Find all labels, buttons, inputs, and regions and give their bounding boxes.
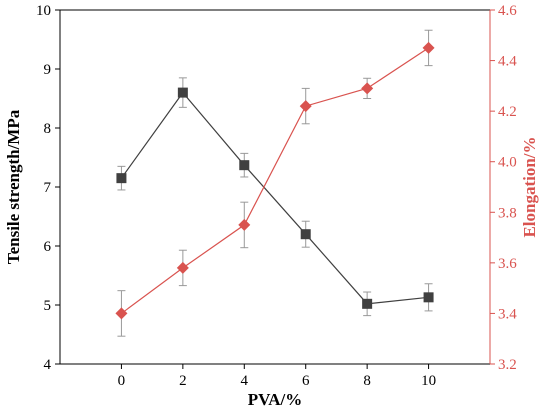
data-point [239,160,250,171]
left-y-axis: 4 5 6 7 8 9 10 [36,3,60,373]
data-point [176,261,189,274]
right-y-axis: 3.2 3.4 3.6 3.8 4.0 4.2 4.4 4.6 [490,3,517,373]
data-point [115,307,128,320]
x-axis-title: PVA/% [248,390,302,409]
left-y-tick-label: 5 [44,298,52,314]
right-y-tick-label: 3.8 [498,205,517,221]
left-y-tick-label: 8 [44,121,52,137]
right-y-tick-label: 4.2 [498,104,517,120]
left-y-axis-title: Tensile strength/MPa [4,109,23,264]
left-y-tick-label: 9 [44,62,52,78]
right-y-tick-label: 4.4 [498,54,517,70]
data-point [422,41,435,54]
series-1 [116,77,434,317]
data-point [238,218,251,231]
data-point [177,87,188,98]
data-point [361,82,374,95]
x-tick-label: 4 [241,373,249,389]
data-point [116,173,127,184]
right-y-tick-label: 4.6 [498,3,517,19]
left-y-tick-label: 4 [44,357,52,373]
left-y-tick-label: 10 [36,3,51,19]
data-point [299,100,312,113]
data-point [423,292,434,303]
series-layer [115,29,435,337]
left-y-tick-label: 6 [44,239,52,255]
x-tick-label: 2 [179,373,187,389]
data-point [300,229,311,240]
x-tick-label: 6 [302,373,310,389]
data-point [362,298,373,309]
x-tick-label: 0 [118,373,126,389]
series-2 [115,29,435,337]
right-y-tick-label: 3.4 [498,306,517,322]
x-tick-label: 8 [363,373,371,389]
right-y-axis-title: Elongation/% [520,136,539,237]
left-y-tick-label: 7 [44,180,52,196]
x-axis: 0 2 4 6 8 10 [118,364,436,389]
x-tick-label: 10 [421,373,436,389]
right-y-tick-label: 3.6 [498,256,517,272]
right-y-tick-label: 3.2 [498,357,517,373]
right-y-tick-label: 4.0 [498,155,517,171]
series-1-line [120,91,429,305]
series-2-line [121,47,429,314]
